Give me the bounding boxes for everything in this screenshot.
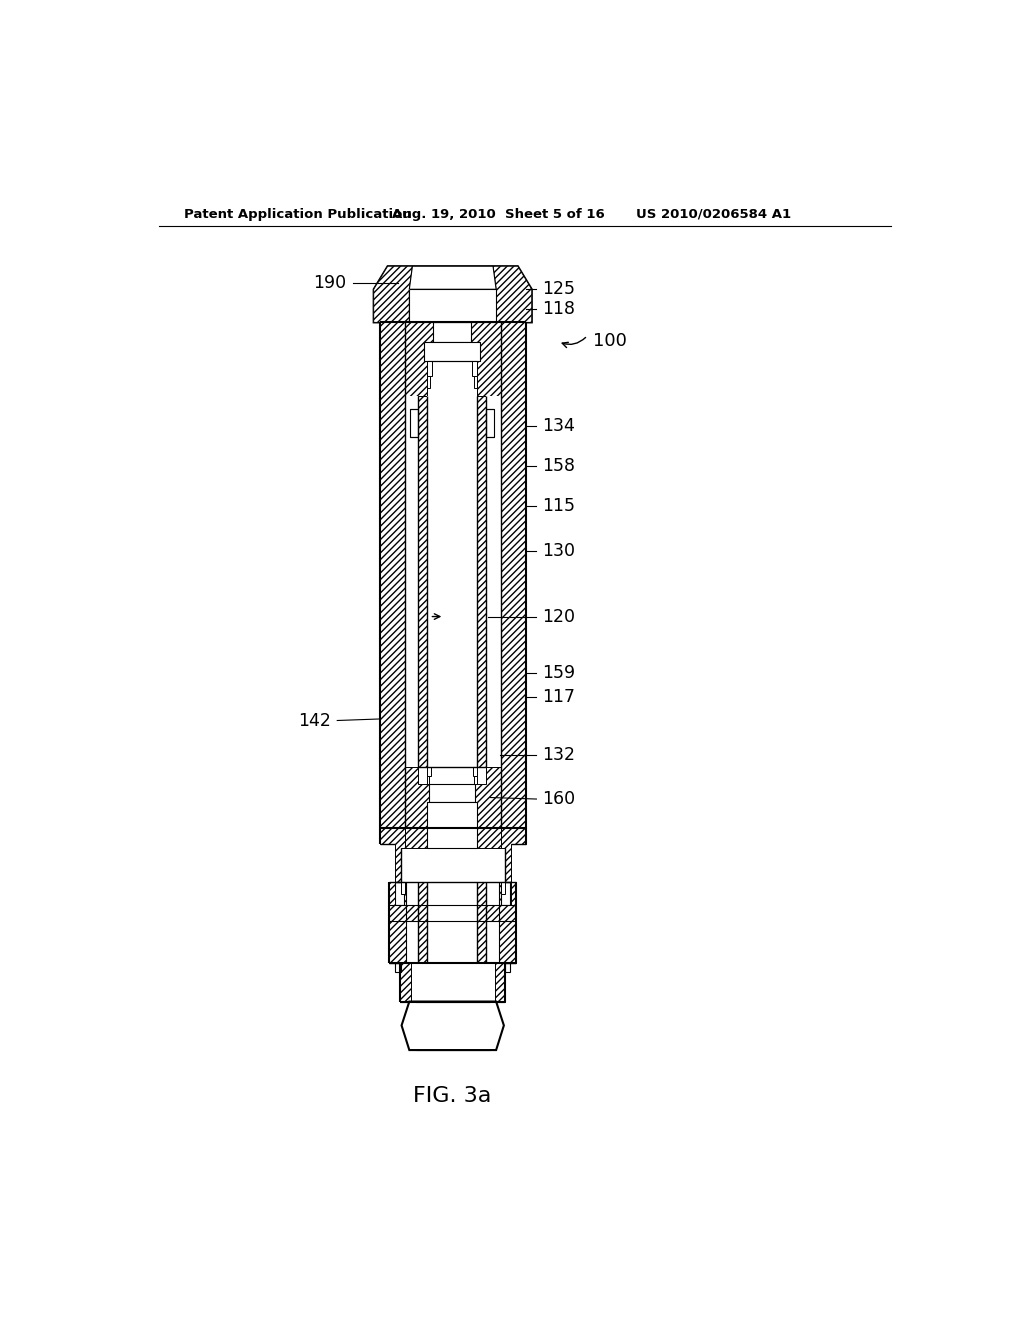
Bar bbox=[429, 784, 475, 803]
Bar bbox=[486, 396, 501, 767]
Polygon shape bbox=[486, 409, 494, 437]
Text: Aug. 19, 2010  Sheet 5 of 16: Aug. 19, 2010 Sheet 5 of 16 bbox=[391, 207, 604, 220]
Bar bbox=[477, 882, 486, 964]
Polygon shape bbox=[475, 767, 501, 847]
Bar bbox=[429, 804, 475, 846]
Bar bbox=[410, 289, 496, 322]
Text: 117: 117 bbox=[543, 689, 575, 706]
Bar bbox=[427, 882, 477, 964]
Bar bbox=[477, 396, 486, 767]
Text: 130: 130 bbox=[543, 543, 575, 560]
Text: FIG. 3a: FIG. 3a bbox=[413, 1086, 492, 1106]
Bar bbox=[394, 882, 403, 906]
Text: 190: 190 bbox=[313, 275, 346, 292]
Bar bbox=[424, 342, 480, 360]
Text: Patent Application Publication: Patent Application Publication bbox=[183, 207, 412, 220]
Text: 125: 125 bbox=[543, 280, 575, 298]
Polygon shape bbox=[374, 267, 413, 322]
Polygon shape bbox=[389, 882, 407, 964]
Text: 132: 132 bbox=[543, 746, 575, 764]
Polygon shape bbox=[380, 829, 404, 882]
Polygon shape bbox=[401, 1002, 504, 1051]
Bar bbox=[433, 322, 471, 342]
Bar bbox=[501, 322, 525, 829]
Polygon shape bbox=[374, 267, 531, 322]
Bar bbox=[418, 882, 427, 964]
Bar bbox=[427, 803, 477, 847]
Bar bbox=[501, 882, 505, 894]
Bar bbox=[418, 396, 427, 767]
Polygon shape bbox=[471, 322, 501, 405]
Bar bbox=[474, 376, 477, 388]
Bar bbox=[427, 396, 477, 767]
Text: 120: 120 bbox=[543, 607, 575, 626]
Bar bbox=[395, 964, 400, 973]
Text: 100: 100 bbox=[593, 333, 627, 350]
Polygon shape bbox=[389, 882, 418, 964]
Bar bbox=[473, 767, 477, 776]
Polygon shape bbox=[400, 964, 411, 1002]
Polygon shape bbox=[495, 964, 506, 1002]
Polygon shape bbox=[501, 829, 525, 882]
Polygon shape bbox=[404, 322, 433, 405]
Bar bbox=[472, 360, 477, 376]
Text: US 2010/0206584 A1: US 2010/0206584 A1 bbox=[636, 207, 791, 220]
Polygon shape bbox=[493, 267, 531, 322]
Text: 159: 159 bbox=[543, 664, 575, 681]
Text: 118: 118 bbox=[543, 301, 575, 318]
Bar bbox=[427, 776, 429, 784]
Bar bbox=[505, 964, 510, 973]
Bar bbox=[404, 396, 418, 767]
Bar bbox=[400, 882, 404, 894]
Bar bbox=[501, 882, 510, 906]
Polygon shape bbox=[486, 882, 516, 964]
Text: 134: 134 bbox=[543, 417, 575, 436]
Polygon shape bbox=[500, 882, 516, 964]
Bar bbox=[427, 767, 431, 776]
Polygon shape bbox=[410, 409, 418, 437]
Bar bbox=[427, 376, 430, 388]
Bar bbox=[427, 360, 432, 376]
Text: 160: 160 bbox=[543, 791, 575, 808]
Text: 142: 142 bbox=[298, 711, 331, 730]
Text: 115: 115 bbox=[543, 498, 575, 515]
Polygon shape bbox=[404, 767, 429, 847]
Polygon shape bbox=[410, 267, 496, 289]
Bar bbox=[380, 322, 404, 829]
Text: 158: 158 bbox=[543, 458, 575, 475]
Bar bbox=[474, 776, 477, 784]
